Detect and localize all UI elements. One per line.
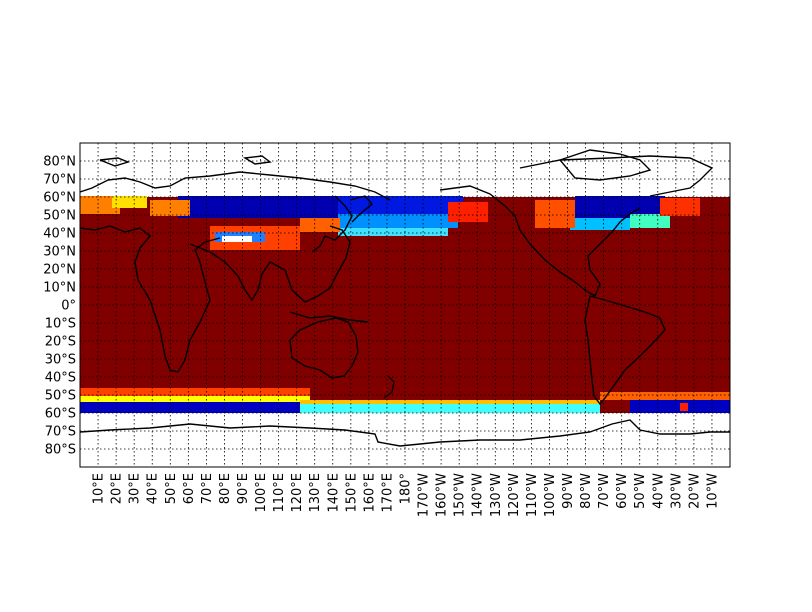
lon-tick-label: 50°E — [164, 473, 179, 504]
lon-tick-label: 140°W — [471, 473, 486, 517]
lat-tick-label: 60°N — [43, 191, 76, 206]
lon-tick-label: 30°W — [669, 473, 684, 509]
lon-tick-label: 160°W — [435, 473, 450, 517]
lon-tick-label: 130°W — [489, 473, 504, 517]
lat-tick-label: 60°S — [45, 407, 76, 422]
lon-tick-label: 70°W — [597, 473, 612, 509]
lon-tick-label: 40°W — [651, 473, 666, 509]
lon-tick-label: 40°E — [146, 473, 161, 504]
southern-ocean-band — [80, 388, 730, 413]
lat-tick-label: 80°N — [43, 155, 76, 170]
lon-tick-label: 90°W — [561, 473, 576, 509]
lon-tick-label: 70°E — [200, 473, 215, 504]
longitude-labels: 10°E 20°E 30°E 40°E 50°E 60°E 70°E 80°E 90°E 100°… — [92, 473, 721, 517]
lat-tick-label: 20°N — [43, 263, 76, 278]
lon-tick-label: 130°E — [308, 473, 323, 513]
lon-tick-label: 120°E — [290, 473, 305, 513]
lon-tick-label: 100°E — [254, 473, 269, 513]
lon-tick-label: 160°E — [362, 473, 377, 513]
gridlines — [80, 143, 730, 467]
lon-tick-label: 10°W — [705, 473, 720, 509]
lat-tick-label: 40°N — [43, 227, 76, 242]
lon-tick-label: 110°W — [525, 473, 540, 517]
lat-tick-label: 80°S — [45, 443, 76, 458]
lat-tick-label: 70°N — [43, 173, 76, 188]
coastlines — [80, 149, 730, 447]
lon-tick-label: 20°E — [110, 473, 125, 504]
lon-tick-label: 30°E — [128, 473, 143, 504]
lon-tick-label: 20°W — [687, 473, 702, 509]
lat-tick-label: 0° — [61, 299, 76, 314]
lon-tick-label: 50°W — [633, 473, 648, 509]
latitude-labels: 80°N 70°N 60°N 50°N 40°N 30°N 20°N 10°N 0° 10°S 20… — [43, 155, 76, 458]
lon-tick-label: 80°W — [579, 473, 594, 509]
lat-tick-label: 40°S — [45, 371, 76, 386]
map-frame — [79, 142, 731, 468]
lat-tick-label: 30°S — [45, 353, 76, 368]
lat-tick-label: 10°N — [43, 281, 76, 296]
lon-tick-label: 140°E — [326, 473, 341, 513]
lat-tick-label: 70°S — [45, 425, 76, 440]
lon-tick-label: 120°W — [507, 473, 522, 517]
lon-tick-label: 150°E — [344, 473, 359, 513]
north-atlantic-cold-band — [80, 196, 700, 230]
lon-tick-label: 60°E — [182, 473, 197, 504]
lon-tick-label: 90°E — [236, 473, 251, 504]
lat-tick-label: 10°S — [45, 317, 76, 332]
lon-tick-label: 170°E — [380, 473, 395, 513]
north-pacific-cold-band — [150, 196, 488, 250]
lat-tick-label: 20°S — [45, 335, 76, 350]
lon-tick-label: 10°E — [92, 473, 107, 504]
lon-tick-label: 150°W — [453, 473, 468, 517]
lon-tick-label: 110°E — [272, 473, 287, 513]
map-plot-area — [80, 143, 730, 467]
lon-tick-label: 180° — [399, 473, 414, 504]
lat-tick-label: 30°N — [43, 245, 76, 260]
lon-tick-label: 100°W — [543, 473, 558, 517]
lat-tick-label: 50°S — [45, 389, 76, 404]
lat-tick-label: 50°N — [43, 209, 76, 224]
lon-tick-label: 60°W — [615, 473, 630, 509]
lon-tick-label: 80°E — [218, 473, 233, 504]
lon-tick-label: 170°W — [417, 473, 432, 517]
